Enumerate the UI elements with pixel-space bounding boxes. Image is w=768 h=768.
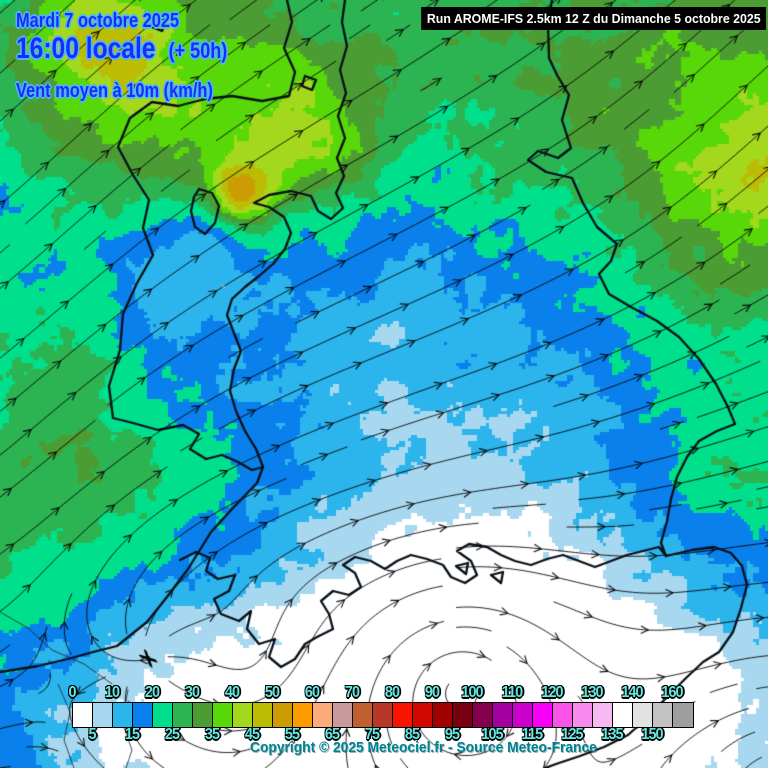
copyright-notice: Copyright © 2025 Meteociel.fr - Source M…: [250, 739, 597, 756]
run-info-banner: Run AROME-IFS 2.5km 12 Z du Dimanche 5 o…: [420, 7, 766, 30]
